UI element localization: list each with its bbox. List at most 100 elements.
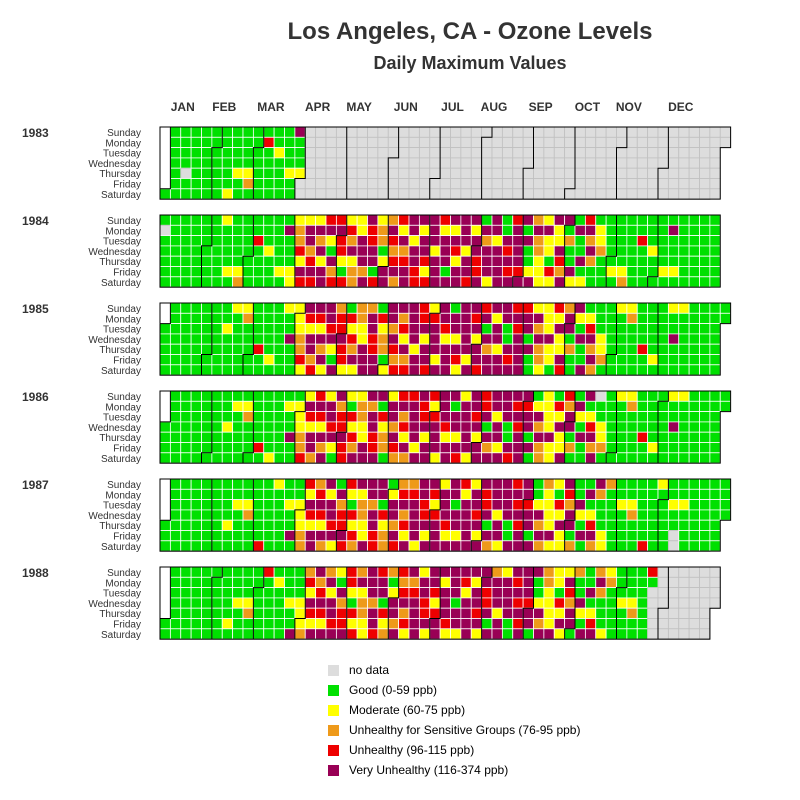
day-cell — [470, 519, 483, 531]
day-cell — [325, 540, 337, 552]
day-cell — [522, 390, 534, 402]
day-cell — [667, 312, 680, 324]
day-cell — [284, 597, 296, 609]
day-cell — [315, 400, 327, 412]
day-cell — [367, 628, 379, 640]
day-cell — [543, 364, 555, 376]
day-cell — [387, 245, 400, 257]
day-cell — [159, 354, 171, 366]
day-cell — [201, 235, 213, 247]
day-cell — [678, 354, 690, 366]
day-cell — [263, 188, 275, 200]
day-cell — [574, 147, 586, 159]
day-cell — [626, 235, 638, 247]
day-cell — [284, 488, 296, 500]
day-cell — [616, 530, 628, 542]
day-cell — [273, 364, 285, 376]
day-cell — [252, 390, 265, 402]
day-cell — [408, 354, 420, 366]
day-cell — [574, 302, 586, 314]
day-cell — [460, 235, 472, 247]
day-cell — [605, 478, 617, 490]
day-cell — [429, 136, 441, 149]
day-cell — [481, 628, 493, 640]
day-cell — [616, 566, 628, 578]
day-cell — [408, 400, 420, 412]
day-cell — [481, 452, 493, 464]
day-cell — [304, 607, 317, 619]
day-cell — [626, 178, 638, 190]
day-cell — [169, 576, 182, 588]
day-cell — [647, 214, 659, 226]
day-cell — [626, 400, 638, 412]
day-cell — [470, 167, 483, 179]
day-cell — [564, 302, 576, 314]
month-boundary — [512, 215, 524, 288]
day-cell — [470, 178, 483, 190]
day-cell — [647, 411, 659, 423]
day-cell — [304, 276, 317, 288]
day-cell — [190, 323, 202, 335]
day-cell — [159, 235, 171, 247]
day-cell — [688, 266, 700, 278]
day-cell — [356, 390, 368, 402]
day-cell — [501, 597, 514, 609]
day-cell — [450, 509, 462, 521]
day-cell — [356, 255, 368, 267]
day-cell — [595, 452, 607, 464]
day-cell — [491, 452, 503, 464]
day-cell — [501, 157, 514, 169]
day-cell — [159, 188, 171, 200]
day-cell — [387, 452, 400, 464]
day-cell — [584, 245, 597, 257]
day-cell — [377, 478, 389, 490]
day-cell — [543, 312, 555, 324]
day-cell — [636, 421, 649, 433]
day-cell — [201, 266, 213, 278]
day-cell — [387, 519, 400, 531]
day-cell — [626, 509, 638, 521]
day-cell — [387, 509, 400, 521]
day-cell — [574, 488, 586, 500]
day-cell — [284, 126, 296, 138]
day-cell — [688, 411, 700, 423]
day-cell — [470, 136, 483, 149]
day-cell — [522, 188, 534, 200]
day-cell — [211, 333, 223, 345]
day-cell — [273, 576, 285, 588]
day-cell — [429, 618, 441, 630]
day-cell — [387, 488, 400, 500]
day-cell — [346, 587, 358, 599]
day-cell — [232, 618, 244, 630]
day-cell — [273, 235, 285, 247]
day-cell — [605, 607, 617, 619]
day-cell — [356, 566, 368, 578]
day-cell — [387, 333, 400, 345]
day-cell — [429, 364, 441, 376]
day-cell — [574, 266, 586, 278]
day-cell — [180, 126, 192, 138]
day-cell — [470, 364, 483, 376]
day-cell — [553, 421, 566, 433]
day-cell — [242, 302, 254, 314]
day-cell — [273, 126, 285, 138]
day-cell — [678, 136, 690, 149]
day-cell — [429, 400, 441, 412]
day-cell — [408, 587, 420, 599]
day-cell — [626, 157, 638, 169]
day-cell — [481, 587, 493, 599]
day-cell — [398, 576, 410, 588]
day-cell — [398, 312, 410, 324]
day-cell — [647, 390, 659, 402]
day-cell — [522, 566, 534, 578]
day-cell — [699, 364, 711, 376]
day-cell — [553, 343, 566, 355]
day-cell — [273, 276, 285, 288]
day-cell — [387, 411, 400, 423]
day-cell — [688, 607, 700, 619]
day-cell — [501, 421, 514, 433]
day-cell — [294, 188, 306, 200]
day-cell — [481, 618, 493, 630]
day-cell — [408, 157, 420, 169]
